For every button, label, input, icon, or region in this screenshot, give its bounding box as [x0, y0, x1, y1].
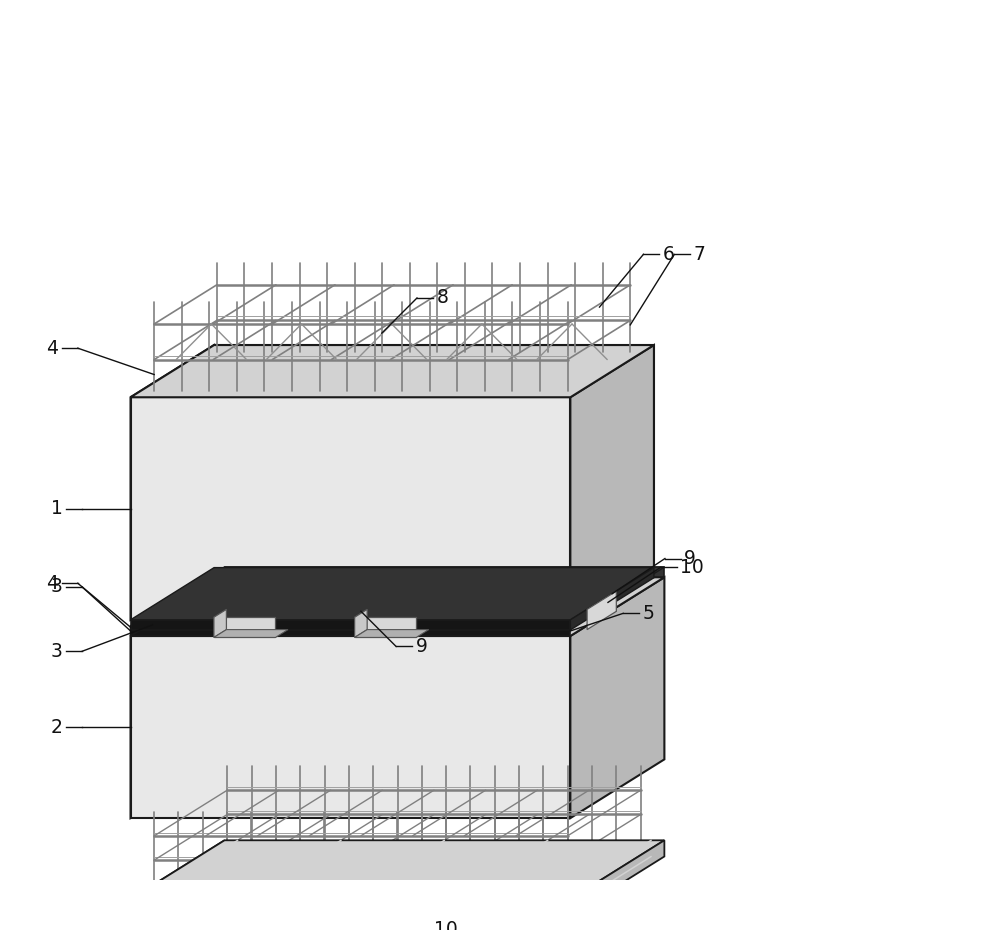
Polygon shape: [570, 578, 664, 818]
Polygon shape: [131, 397, 570, 619]
Polygon shape: [427, 604, 480, 619]
Polygon shape: [131, 841, 664, 899]
Polygon shape: [131, 578, 664, 636]
Polygon shape: [131, 567, 225, 636]
Polygon shape: [317, 604, 370, 619]
Polygon shape: [207, 595, 219, 619]
Polygon shape: [131, 626, 570, 636]
Text: 3: 3: [51, 642, 63, 660]
Text: 4: 4: [46, 339, 58, 358]
Polygon shape: [131, 345, 654, 397]
Polygon shape: [225, 567, 664, 578]
Text: 9: 9: [415, 637, 427, 656]
Polygon shape: [214, 609, 226, 637]
Polygon shape: [587, 591, 600, 616]
Polygon shape: [207, 595, 272, 604]
Text: 7: 7: [694, 245, 705, 264]
Polygon shape: [623, 569, 635, 593]
Text: 10: 10: [434, 921, 458, 930]
Polygon shape: [131, 567, 664, 626]
Polygon shape: [570, 345, 654, 619]
Polygon shape: [355, 618, 416, 637]
Text: 1: 1: [51, 499, 63, 518]
Polygon shape: [131, 619, 570, 630]
Polygon shape: [570, 841, 664, 915]
Polygon shape: [214, 630, 288, 637]
Polygon shape: [131, 578, 225, 818]
Text: 10: 10: [680, 558, 704, 577]
Text: 9: 9: [684, 549, 696, 568]
Polygon shape: [570, 567, 654, 630]
Text: 5: 5: [643, 604, 654, 623]
Polygon shape: [427, 595, 492, 604]
Text: 4: 4: [46, 574, 58, 592]
Polygon shape: [355, 630, 429, 637]
Polygon shape: [587, 591, 616, 630]
Polygon shape: [355, 609, 367, 637]
Polygon shape: [131, 841, 225, 915]
Text: 8: 8: [436, 288, 448, 308]
Polygon shape: [225, 578, 664, 760]
Text: 6: 6: [663, 245, 675, 264]
Polygon shape: [317, 595, 329, 619]
Polygon shape: [427, 595, 439, 619]
Polygon shape: [131, 636, 570, 818]
Polygon shape: [131, 345, 214, 619]
Polygon shape: [207, 604, 260, 619]
Text: 2: 2: [51, 718, 63, 737]
Polygon shape: [214, 345, 654, 567]
Polygon shape: [131, 899, 570, 915]
Text: 3: 3: [51, 578, 63, 596]
Polygon shape: [214, 618, 275, 637]
Polygon shape: [317, 595, 382, 604]
Polygon shape: [131, 567, 654, 619]
